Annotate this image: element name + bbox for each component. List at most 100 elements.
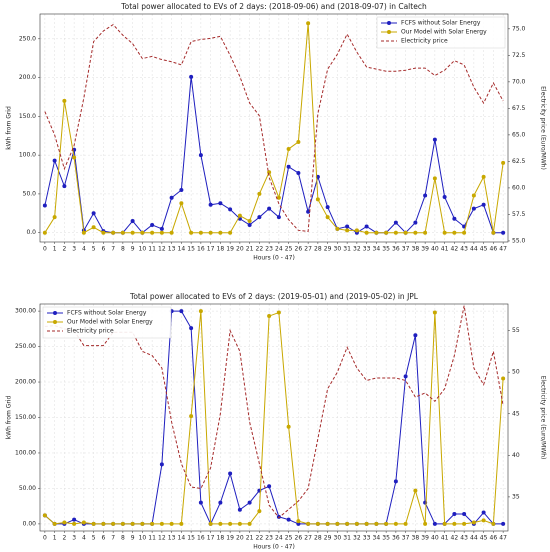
- point: [247, 500, 252, 505]
- x-tick-label: 12: [158, 535, 166, 542]
- y-axis-label: kWh from Grid: [6, 396, 13, 440]
- x-tick-label: 12: [158, 246, 166, 253]
- x-tick-label: 2: [62, 246, 66, 253]
- x-tick-label: 22: [256, 535, 264, 542]
- x-tick-label: 13: [168, 246, 176, 253]
- point: [306, 521, 311, 526]
- point: [140, 521, 145, 526]
- x-tick-label: 9: [131, 535, 135, 542]
- y2-tick-label: 70.0: [512, 78, 526, 85]
- x-tick-label: 33: [363, 535, 371, 542]
- point: [228, 230, 233, 235]
- point: [345, 521, 350, 526]
- point: [72, 155, 77, 160]
- x-tick-label: 1: [53, 246, 57, 253]
- point: [276, 215, 281, 220]
- point: [452, 230, 457, 235]
- x-tick-label: 29: [324, 246, 332, 253]
- point: [501, 160, 506, 165]
- x-tick-label: 17: [207, 246, 215, 253]
- point: [169, 230, 174, 235]
- legend-label: FCFS without Solar Energy: [67, 310, 147, 317]
- y-tick-label: 250.0: [19, 35, 36, 42]
- point: [481, 518, 486, 523]
- point: [286, 517, 291, 522]
- x-tick-label: 32: [353, 535, 361, 542]
- point: [296, 139, 301, 144]
- point: [111, 521, 116, 526]
- x-tick-label: 6: [101, 246, 105, 253]
- x-tick-label: 46: [490, 246, 498, 253]
- chart-title: Total power allocated to EVs of 2 days: …: [129, 292, 419, 301]
- point: [228, 207, 233, 212]
- point: [101, 521, 106, 526]
- point: [179, 309, 184, 314]
- point: [218, 521, 223, 526]
- point: [91, 211, 96, 216]
- point: [257, 191, 262, 196]
- point: [286, 164, 291, 169]
- point: [413, 333, 418, 338]
- y2-tick-label: 55.0: [512, 237, 526, 244]
- legend-label: Electricity price: [67, 328, 114, 335]
- x-tick-label: 28: [314, 246, 322, 253]
- point: [345, 228, 350, 233]
- x-axis-label: Hours (0 - 47): [253, 544, 295, 551]
- point: [159, 226, 164, 231]
- point: [120, 230, 125, 235]
- x-tick-label: 11: [148, 535, 156, 542]
- x-tick-label: 34: [373, 535, 381, 542]
- point: [247, 219, 252, 224]
- point: [198, 153, 203, 158]
- point: [423, 230, 428, 235]
- x-tick-label: 37: [402, 535, 410, 542]
- x-tick-label: 35: [382, 535, 390, 542]
- point: [442, 195, 447, 200]
- chart-title: Total power allocated to EVs of 2 days: …: [120, 2, 427, 11]
- y-tick-label: 200.0: [19, 74, 36, 81]
- point: [169, 521, 174, 526]
- x-tick-label: 25: [285, 246, 293, 253]
- point: [471, 193, 476, 198]
- point: [462, 230, 467, 235]
- plot-frame: [39, 13, 509, 243]
- point: [159, 462, 164, 467]
- point: [462, 511, 467, 516]
- y2-tick-label: 60.0: [512, 184, 526, 191]
- y-tick-label: 200.00: [15, 379, 36, 386]
- x-tick-label: 33: [363, 246, 371, 253]
- point: [179, 188, 184, 193]
- point: [501, 521, 506, 526]
- y-tick-label: 150.00: [15, 414, 36, 421]
- point: [159, 521, 164, 526]
- x-tick-label: 14: [178, 246, 186, 253]
- x-tick-label: 17: [207, 535, 215, 542]
- x-tick-label: 0: [43, 535, 47, 542]
- series-line: [44, 23, 504, 234]
- point: [354, 521, 359, 526]
- point: [403, 230, 408, 235]
- x-tick-label: 39: [421, 246, 429, 253]
- y2-tick-label: 67.5: [512, 105, 526, 112]
- x-tick-label: 31: [343, 246, 351, 253]
- x-tick-label: 1: [53, 535, 57, 542]
- point: [306, 21, 311, 26]
- point: [423, 521, 428, 526]
- point: [393, 230, 398, 235]
- point: [491, 230, 496, 235]
- point: [42, 230, 47, 235]
- point: [296, 170, 301, 175]
- point: [403, 521, 408, 526]
- x-tick-label: 16: [197, 246, 205, 253]
- point: [315, 197, 320, 202]
- x-tick-label: 42: [451, 246, 459, 253]
- legend-marker: [387, 30, 391, 34]
- point: [315, 521, 320, 526]
- point: [325, 215, 330, 220]
- point: [237, 213, 242, 218]
- x-tick-label: 19: [226, 535, 234, 542]
- point: [267, 206, 272, 211]
- point: [257, 215, 262, 220]
- point: [335, 521, 340, 526]
- x-tick-label: 27: [304, 246, 312, 253]
